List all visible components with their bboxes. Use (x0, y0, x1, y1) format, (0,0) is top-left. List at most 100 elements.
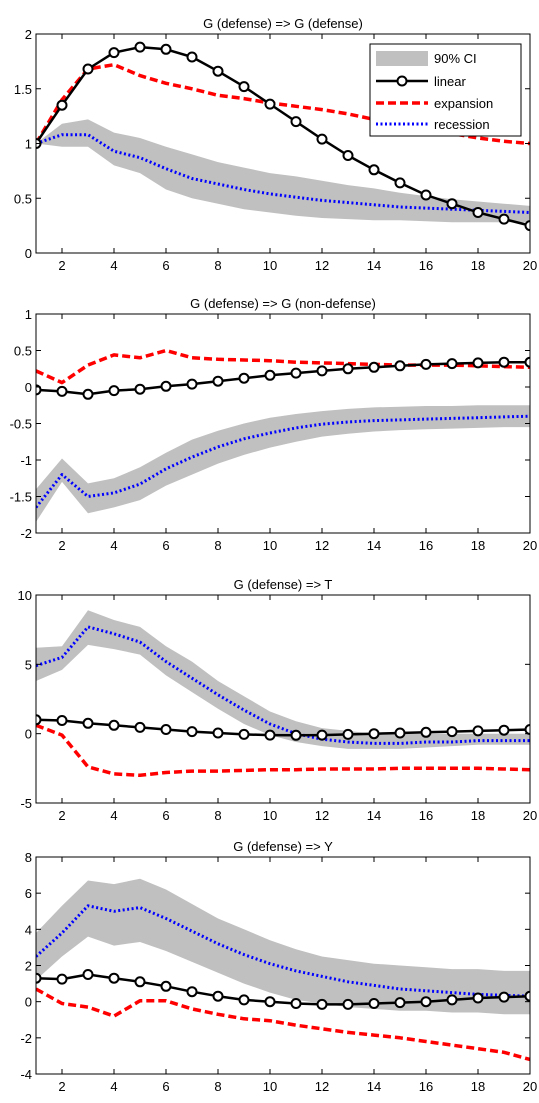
chart-title: G (defense) => Y (233, 839, 333, 854)
ci-band (36, 878, 530, 1015)
point-linear (264, 369, 276, 381)
point-linear (498, 213, 510, 225)
x-tick-label: 4 (110, 1079, 117, 1094)
x-tick-label: 14 (367, 808, 381, 823)
point-linear (82, 969, 94, 980)
legend-item-expansion: expansion (376, 96, 493, 111)
y-tick-label: -2 (20, 526, 32, 541)
x-tick-label: 14 (367, 538, 381, 553)
point-linear (472, 207, 484, 218)
plot-content (36, 878, 530, 1062)
point-linear (290, 998, 302, 1009)
ci-band (36, 119, 530, 223)
point-linear (108, 385, 120, 397)
point-linear (394, 997, 406, 1009)
x-tick-label: 12 (315, 808, 329, 823)
point-linear (420, 358, 432, 370)
x-tick-label: 2 (58, 258, 65, 273)
point-linear (420, 189, 432, 201)
point-linear (212, 375, 224, 387)
point-linear (524, 990, 530, 1002)
y-tick-label: 0 (25, 246, 32, 261)
x-tick-label: 8 (214, 538, 221, 553)
y-tick-label: -4 (20, 1067, 32, 1082)
point-linear (472, 357, 484, 369)
point-linear (160, 380, 172, 392)
x-tick-label: 16 (419, 538, 433, 553)
legend-label-recession: recession (434, 117, 490, 132)
legend-label-expansion: expansion (434, 96, 493, 111)
point-linear (212, 727, 224, 739)
point-linear (160, 724, 172, 735)
point-linear (186, 378, 198, 390)
y-tick-label: -0.5 (10, 417, 32, 432)
point-linear (108, 47, 120, 59)
legend-item-recession: recession (376, 117, 490, 132)
point-linear (82, 717, 94, 729)
y-tick-label: 1 (25, 137, 32, 152)
point-linear (264, 729, 276, 741)
point-linear (238, 372, 250, 384)
point-linear (446, 198, 458, 210)
y-tick-label: 8 (25, 850, 32, 865)
series-line-recession (36, 625, 530, 745)
point-linear (368, 164, 380, 176)
point-linear (186, 986, 198, 998)
x-tick-label: 6 (162, 258, 169, 273)
x-tick-label: 10 (263, 538, 277, 553)
x-tick-label: 4 (110, 538, 117, 553)
point-linear (420, 726, 432, 738)
point-linear (524, 356, 530, 368)
point-linear (186, 726, 198, 738)
point-linear (134, 976, 146, 988)
point-linear (108, 719, 120, 731)
point-linear (160, 980, 172, 992)
x-tick-label: 18 (471, 538, 485, 553)
y-tick-label: -1 (20, 453, 32, 468)
point-linear (238, 81, 250, 93)
y-tick-label: 0 (25, 727, 32, 742)
y-tick-label: 2 (25, 27, 32, 42)
chart-title: G (defense) => T (234, 577, 333, 592)
point-linear (238, 994, 250, 1006)
x-tick-label: 2 (58, 538, 65, 553)
legend-item-linear: linear (376, 74, 466, 89)
series-line-expansion (36, 987, 530, 1062)
x-tick-label: 4 (110, 808, 117, 823)
point-linear (212, 990, 224, 1002)
point-linear (498, 724, 510, 736)
x-tick-label: 18 (471, 1079, 485, 1094)
x-tick-label: 12 (315, 538, 329, 553)
x-tick-label: 8 (214, 258, 221, 273)
x-tick-label: 20 (523, 1079, 537, 1094)
point-linear (342, 363, 354, 375)
x-tick-label: 18 (471, 258, 485, 273)
point-linear (134, 721, 146, 733)
point-linear (316, 365, 328, 377)
legend-marker-linear (396, 75, 408, 87)
x-tick-label: 14 (367, 258, 381, 273)
legend-item-ci: 90% CI (376, 51, 477, 66)
panel-4: 2 4 6 8 10 12 14 16 18 20 -4 -2 0 2 4 6 8 G (defense) => … (20, 839, 537, 1094)
point-linear (160, 43, 172, 55)
x-tick-label: 16 (419, 808, 433, 823)
x-tick-label: 12 (315, 1079, 329, 1094)
point-linear (108, 972, 120, 984)
point-linear (238, 728, 250, 740)
point-linear (186, 51, 198, 63)
y-tick-label: 6 (25, 886, 32, 901)
series-line-expansion (36, 723, 530, 778)
chart-title: G (defense) => G (defense) (203, 16, 363, 31)
point-linear (368, 998, 380, 1009)
point-linear (472, 725, 484, 737)
x-tick-label: 18 (471, 808, 485, 823)
point-linear (316, 998, 328, 1010)
y-tick-label: 1 (25, 307, 32, 322)
point-linear (82, 63, 94, 75)
y-tick-label: -5 (20, 796, 32, 811)
y-tick-label: 0.5 (14, 191, 32, 206)
x-tick-label: 20 (523, 258, 537, 273)
point-linear (472, 992, 484, 1004)
y-tick-label: 5 (25, 657, 32, 672)
